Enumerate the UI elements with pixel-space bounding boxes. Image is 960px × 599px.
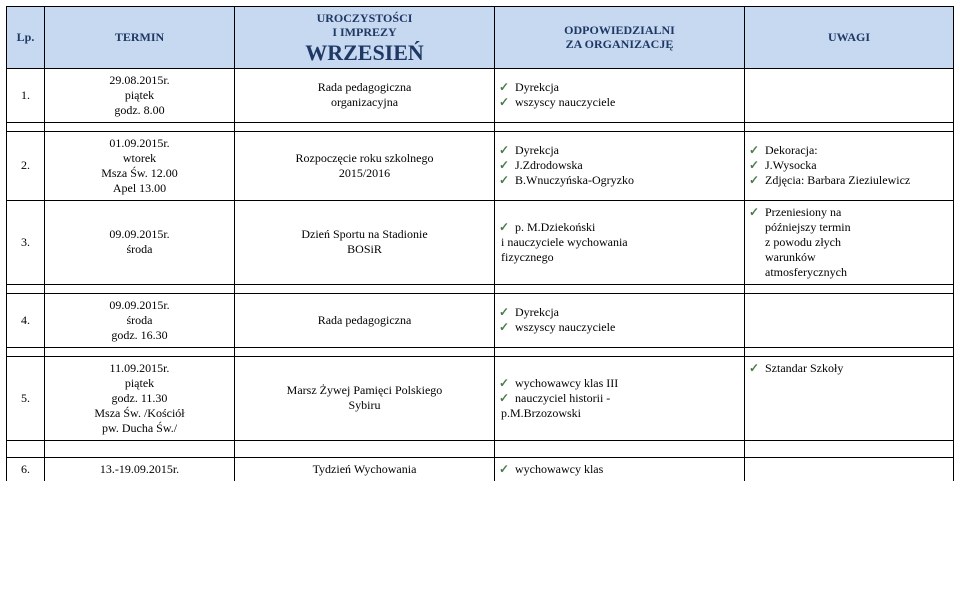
event-line: Rada pedagogiczna bbox=[241, 80, 488, 95]
header-resp: ODPOWIEDZIALNI ZA ORGANIZACJĘ bbox=[495, 7, 745, 69]
term-line: 09.09.2015r. bbox=[51, 298, 228, 313]
cell-event: Rozpoczęcie roku szkolnego 2015/2016 bbox=[235, 131, 495, 200]
event-line: Dzień Sportu na Stadionie bbox=[241, 227, 488, 242]
event-line: BOSiR bbox=[241, 242, 488, 257]
term-line: godz. 11.30 bbox=[51, 391, 228, 406]
cell-resp: ✓wychowawcy klas III ✓nauczyciel histori… bbox=[495, 356, 745, 440]
resp-item: Dyrekcja bbox=[515, 80, 738, 95]
header-resp-l1: ODPOWIEDZIALNI bbox=[501, 23, 738, 37]
resp-item: J.Zdrodowska bbox=[515, 158, 738, 173]
resp-item: fizycznego bbox=[501, 250, 738, 265]
table-row: 6. 13.-19.09.2015r. Tydzień Wychowania w… bbox=[7, 457, 954, 481]
header-event-l2: I IMPREZY bbox=[241, 25, 488, 39]
notes-item: warunków bbox=[765, 250, 947, 265]
term-line: 01.09.2015r. bbox=[51, 136, 228, 151]
term-line: piątek bbox=[51, 376, 228, 391]
cell-lp: 3. bbox=[7, 200, 45, 284]
schedule-table: Lp. TERMIN UROCZYSTOŚCI I IMPREZY WRZESI… bbox=[6, 6, 954, 481]
resp-item: Dyrekcja bbox=[515, 305, 738, 320]
notes-item: Dekoracja: bbox=[765, 143, 947, 158]
notes-item: Sztandar Szkoły bbox=[765, 361, 947, 376]
event-line: organizacyjna bbox=[241, 95, 488, 110]
term-line: 13.-19.09.2015r. bbox=[51, 462, 228, 477]
notes-item: Zdjęcia: Barbara Zieziulewicz bbox=[765, 173, 947, 188]
term-line: 29.08.2015r. bbox=[51, 73, 228, 88]
event-line: Marsz Żywej Pamięci Polskiego bbox=[241, 383, 488, 398]
cell-term: 13.-19.09.2015r. bbox=[45, 457, 235, 481]
event-line: Sybiru bbox=[241, 398, 488, 413]
notes-item: późniejszy termin bbox=[765, 220, 947, 235]
cell-event: Rada pedagogiczna organizacyjna bbox=[235, 68, 495, 122]
event-line: Rada pedagogiczna bbox=[241, 313, 488, 328]
header-notes: UWAGI bbox=[745, 7, 954, 69]
cell-term: 11.09.2015r. piątek godz. 11.30 Msza Św.… bbox=[45, 356, 235, 440]
event-line: 2015/2016 bbox=[241, 166, 488, 181]
resp-item: Dyrekcja bbox=[515, 143, 738, 158]
cell-notes: ✓Przeniesiony na późniejszy termin z pow… bbox=[745, 200, 954, 284]
term-line: Msza Św. /Kościół bbox=[51, 406, 228, 421]
cell-lp: 6. bbox=[7, 457, 45, 481]
notes-item: atmosferycznych bbox=[765, 265, 947, 280]
cell-term: 01.09.2015r. wtorek Msza Św. 12.00 Apel … bbox=[45, 131, 235, 200]
term-line: 11.09.2015r. bbox=[51, 361, 228, 376]
resp-item: p.M.Brzozowski bbox=[501, 406, 738, 421]
term-line: Msza Św. 12.00 bbox=[51, 166, 228, 181]
notes-item: z powodu złych bbox=[765, 235, 947, 250]
cell-notes bbox=[745, 293, 954, 347]
cell-resp: Dyrekcja wszyscy nauczyciele bbox=[495, 68, 745, 122]
table-row: 2. 01.09.2015r. wtorek Msza Św. 12.00 Ap… bbox=[7, 131, 954, 200]
term-line: 09.09.2015r. bbox=[51, 227, 228, 242]
notes-item: J.Wysocka bbox=[765, 158, 947, 173]
cell-lp: 4. bbox=[7, 293, 45, 347]
cell-lp: 1. bbox=[7, 68, 45, 122]
header-termin: TERMIN bbox=[45, 7, 235, 69]
term-line: Apel 13.00 bbox=[51, 181, 228, 196]
header-month: WRZESIEŃ bbox=[241, 40, 488, 66]
resp-item: ✓wychowawcy klas III bbox=[515, 376, 738, 391]
header-event: UROCZYSTOŚCI I IMPREZY WRZESIEŃ bbox=[235, 7, 495, 69]
cell-event: Marsz Żywej Pamięci Polskiego Sybiru bbox=[235, 356, 495, 440]
cell-notes: Sztandar Szkoły bbox=[745, 356, 954, 440]
cell-term: 09.09.2015r. środa bbox=[45, 200, 235, 284]
table-row: 1. 29.08.2015r. piątek godz. 8.00 Rada p… bbox=[7, 68, 954, 122]
term-line: godz. 16.30 bbox=[51, 328, 228, 343]
term-line: godz. 8.00 bbox=[51, 103, 228, 118]
table-row: 3. 09.09.2015r. środa Dzień Sportu na St… bbox=[7, 200, 954, 284]
cell-resp: ✓p. M.Dziekoński i nauczyciele wychowani… bbox=[495, 200, 745, 284]
cell-resp: wychowawcy klas bbox=[495, 457, 745, 481]
table-row: 4. 09.09.2015r. środa godz. 16.30 Rada p… bbox=[7, 293, 954, 347]
resp-item: wszyscy nauczyciele bbox=[515, 95, 738, 110]
table-row: 5. 11.09.2015r. piątek godz. 11.30 Msza … bbox=[7, 356, 954, 440]
cell-event: Rada pedagogiczna bbox=[235, 293, 495, 347]
cell-event: Dzień Sportu na Stadionie BOSiR bbox=[235, 200, 495, 284]
cell-resp: Dyrekcja J.Zdrodowska B.Wnuczyńska-Ogryz… bbox=[495, 131, 745, 200]
header-lp: Lp. bbox=[7, 7, 45, 69]
cell-term: 29.08.2015r. piątek godz. 8.00 bbox=[45, 68, 235, 122]
resp-item: B.Wnuczyńska-Ogryzko bbox=[515, 173, 738, 188]
resp-item: wychowawcy klas bbox=[515, 462, 738, 477]
term-line: piątek bbox=[51, 88, 228, 103]
event-line: Tydzień Wychowania bbox=[241, 462, 488, 477]
cell-notes bbox=[745, 68, 954, 122]
cell-lp: 2. bbox=[7, 131, 45, 200]
term-line: pw. Ducha Św./ bbox=[51, 421, 228, 436]
cell-event: Tydzień Wychowania bbox=[235, 457, 495, 481]
term-line: środa bbox=[51, 313, 228, 328]
cell-term: 09.09.2015r. środa godz. 16.30 bbox=[45, 293, 235, 347]
cell-notes: Dekoracja: J.Wysocka Zdjęcia: Barbara Zi… bbox=[745, 131, 954, 200]
cell-lp: 5. bbox=[7, 356, 45, 440]
notes-item: ✓Przeniesiony na bbox=[765, 205, 947, 220]
cell-resp: Dyrekcja wszyscy nauczyciele bbox=[495, 293, 745, 347]
header-resp-l2: ZA ORGANIZACJĘ bbox=[501, 37, 738, 51]
resp-item: i nauczyciele wychowania bbox=[501, 235, 738, 250]
resp-item: wszyscy nauczyciele bbox=[515, 320, 738, 335]
table-header-row: Lp. TERMIN UROCZYSTOŚCI I IMPREZY WRZESI… bbox=[7, 7, 954, 69]
resp-item: ✓p. M.Dziekoński bbox=[515, 220, 738, 235]
header-event-l1: UROCZYSTOŚCI bbox=[241, 11, 488, 25]
resp-item: ✓nauczyciel historii - bbox=[515, 391, 738, 406]
cell-notes bbox=[745, 457, 954, 481]
term-line: wtorek bbox=[51, 151, 228, 166]
event-line: Rozpoczęcie roku szkolnego bbox=[241, 151, 488, 166]
term-line: środa bbox=[51, 242, 228, 257]
